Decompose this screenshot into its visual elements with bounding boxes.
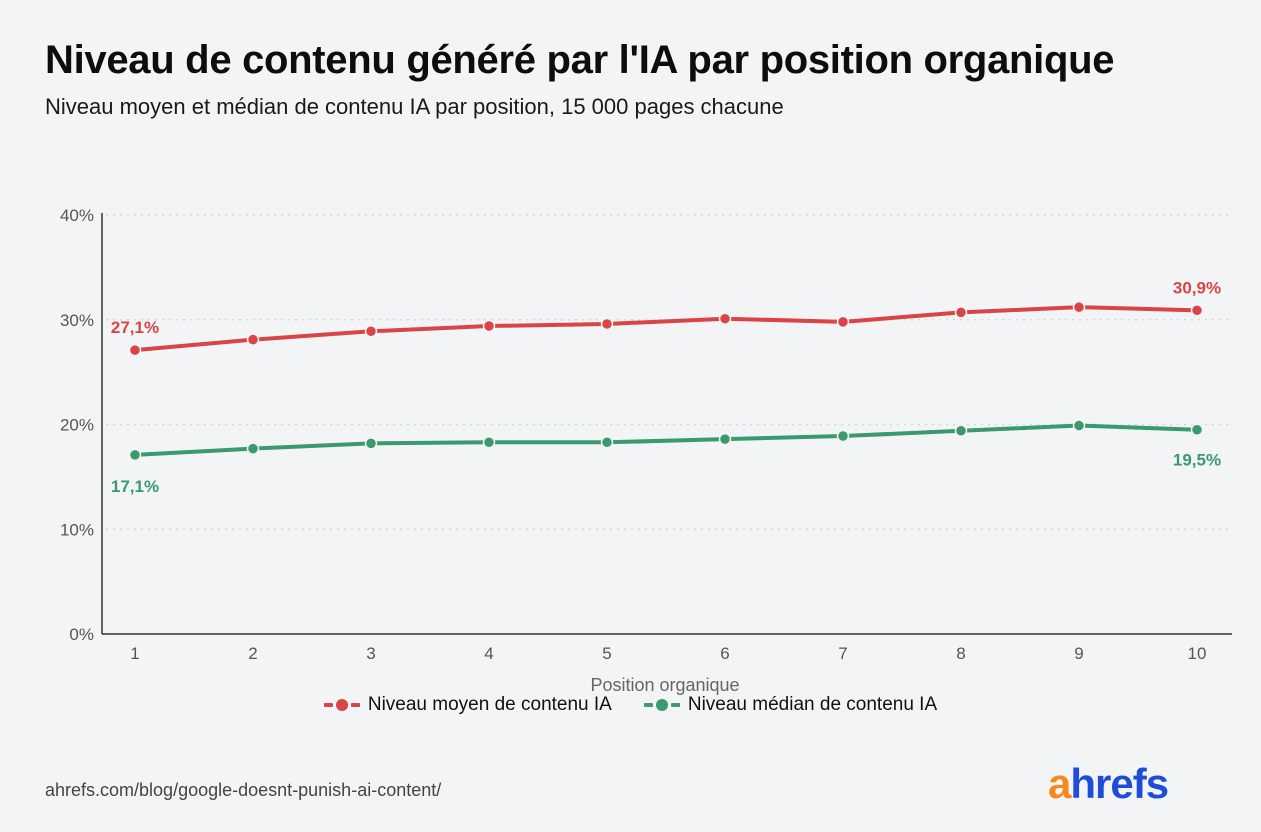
legend: Niveau moyen de contenu IA Niveau médian… (0, 694, 1261, 716)
legend-label-median: Niveau médian de contenu IA (687, 694, 938, 715)
y-tick-labels: 0% 10% 20% 30% 40% (60, 206, 94, 644)
data-label-last: 19,5% (1173, 451, 1221, 470)
data-point (128, 343, 142, 357)
legend-item-median: Niveau médian de contenu IA (643, 694, 938, 716)
line-chart: 0% 10% 20% 30% 40% 1 2 3 4 5 6 7 8 9 10 27,1% 30,9% 17,… (60, 206, 1232, 695)
data-point (954, 306, 968, 319)
legend-item-mean: Niveau moyen de contenu IA (323, 694, 612, 716)
data-labels: 27,1% 30,9% 17,1% 19,5% (111, 278, 1221, 496)
series-line-1 (133, 423, 1199, 457)
y-tick-label: 20% (60, 416, 94, 435)
data-label-first: 27,1% (111, 318, 159, 337)
data-point (1190, 304, 1204, 317)
data-point (718, 312, 732, 325)
data-label-first: 17,1% (111, 477, 159, 496)
source-url: ahrefs.com/blog/google-doesnt-punish-ai-… (45, 780, 442, 800)
series-line-0 (133, 305, 1199, 353)
x-tick-label: 2 (248, 644, 257, 663)
x-tick-label: 4 (484, 644, 493, 663)
x-tick-label: 7 (838, 644, 847, 663)
data-point (836, 429, 850, 443)
chart-title: Niveau de contenu généré par l'IA par po… (45, 38, 1115, 82)
data-point (482, 436, 496, 449)
data-point (1072, 300, 1086, 314)
legend-swatch-median (643, 698, 680, 712)
x-tick-label: 10 (1188, 644, 1207, 663)
y-tick-label: 10% (60, 520, 94, 539)
data-point (600, 436, 614, 449)
data-point (246, 442, 260, 455)
x-tick-label: 6 (720, 644, 729, 663)
data-point (364, 437, 378, 450)
data-point (836, 315, 850, 329)
data-point (482, 319, 496, 333)
grid-lines (106, 214, 1232, 530)
data-point (600, 317, 614, 331)
chart-subtitle: Niveau moyen et médian de contenu IA par… (45, 94, 784, 119)
y-tick-label: 40% (60, 206, 94, 225)
legend-swatch-mean (323, 698, 360, 712)
data-point (128, 448, 142, 462)
data-label-last: 30,9% (1173, 278, 1221, 297)
x-tick-label: 3 (366, 644, 375, 663)
x-axis-title: Position organique (590, 675, 739, 695)
data-point (1072, 419, 1086, 432)
x-tick-label: 9 (1074, 644, 1083, 663)
ahrefs-logo: ahrefs (1048, 760, 1169, 807)
axes (101, 213, 1232, 635)
y-tick-label: 0% (69, 625, 94, 644)
series-group (128, 300, 1204, 462)
legend-label-mean: Niveau moyen de contenu IA (367, 694, 612, 715)
x-tick-label: 5 (602, 644, 611, 663)
data-point (246, 333, 260, 346)
y-tick-label: 30% (60, 311, 94, 330)
x-tick-label: 1 (130, 644, 139, 663)
x-tick-labels: 1 2 3 4 5 6 7 8 9 10 (130, 644, 1206, 663)
data-point (954, 424, 968, 438)
data-point (364, 325, 378, 338)
data-point (1190, 423, 1204, 436)
data-point (718, 432, 732, 446)
x-tick-label: 8 (956, 644, 965, 663)
